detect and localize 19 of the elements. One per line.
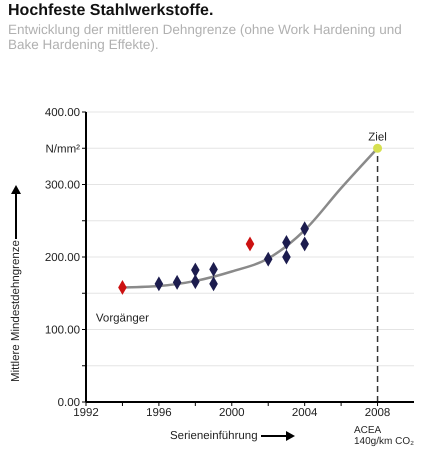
y-tick-label: N/mm²	[46, 143, 80, 156]
annotation: Vorgänger	[96, 312, 150, 325]
y-tick-label: 200.00	[44, 252, 80, 264]
annotation: Ziel	[368, 131, 387, 144]
x-tick-label: 2008	[364, 407, 390, 420]
x-tick-label: 2004	[292, 407, 318, 420]
x-tick-label: 2000	[218, 407, 245, 420]
chart-title: Hochfeste Stahlwerkstoffe.	[8, 2, 214, 20]
text: ACEA 140g/km CO₂	[354, 425, 414, 447]
point	[373, 144, 382, 153]
y-tick-label: 100.00	[44, 324, 80, 337]
x-tick-label: 1992	[73, 407, 99, 420]
x-axis-title: Serieneinführung	[170, 430, 258, 442]
y-tick-label: 300.00	[44, 180, 80, 192]
x-tick-label: 1996	[146, 407, 172, 420]
y-tick-label: 400.00	[44, 107, 80, 120]
y-tick-label: 0.00	[58, 397, 80, 410]
y-axis-title: Mittlere Mindestdehngrenze	[10, 240, 22, 382]
chart-subtitle: Entwicklung der mittleren Dehngrenze (ohne Work Hardening und Bake Hardening Effekte).	[8, 22, 403, 52]
